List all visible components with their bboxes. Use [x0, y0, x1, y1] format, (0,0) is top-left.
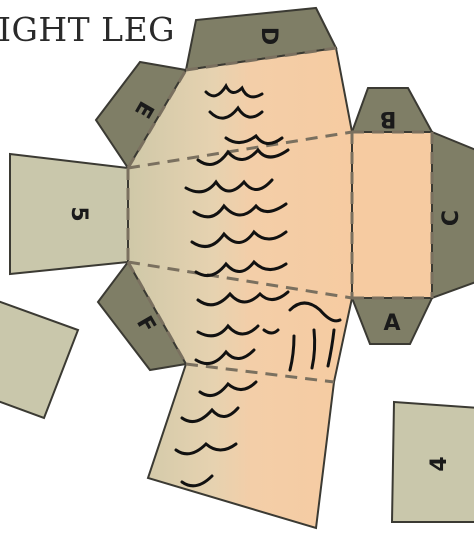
label-5: 5: [66, 206, 91, 221]
label-4: 4: [427, 456, 452, 471]
leg-main-body: [128, 48, 352, 528]
label-c: C: [439, 210, 464, 226]
loose-panel-left: [0, 300, 78, 418]
label-b: B: [380, 106, 397, 131]
leg-side-panel: [352, 132, 432, 298]
label-d: D: [256, 27, 281, 45]
label-a: A: [383, 311, 400, 336]
